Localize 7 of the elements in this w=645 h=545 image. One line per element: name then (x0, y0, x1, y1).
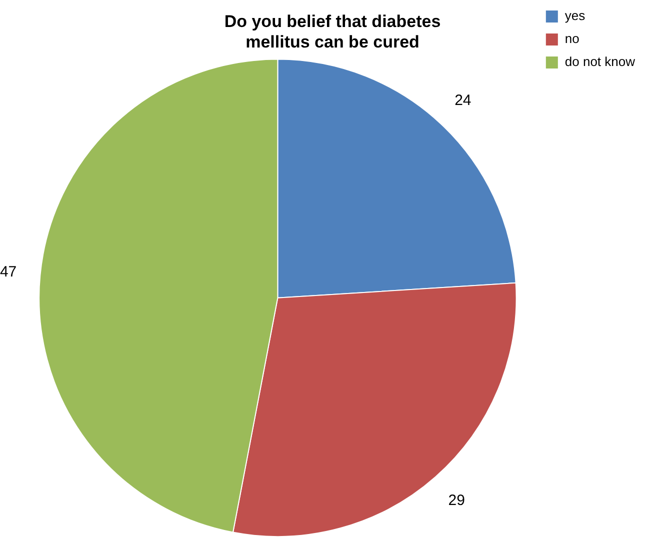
legend-label: yes (564, 8, 586, 24)
legend-label: no (564, 31, 580, 46)
legend-label: do not know (564, 54, 636, 70)
data-label: 24 (454, 92, 472, 109)
data-label: 29 (448, 492, 465, 510)
text: Do you belief that diabetes mellitus can be cured (224, 12, 441, 52)
data-label: 47 (0, 264, 17, 281)
